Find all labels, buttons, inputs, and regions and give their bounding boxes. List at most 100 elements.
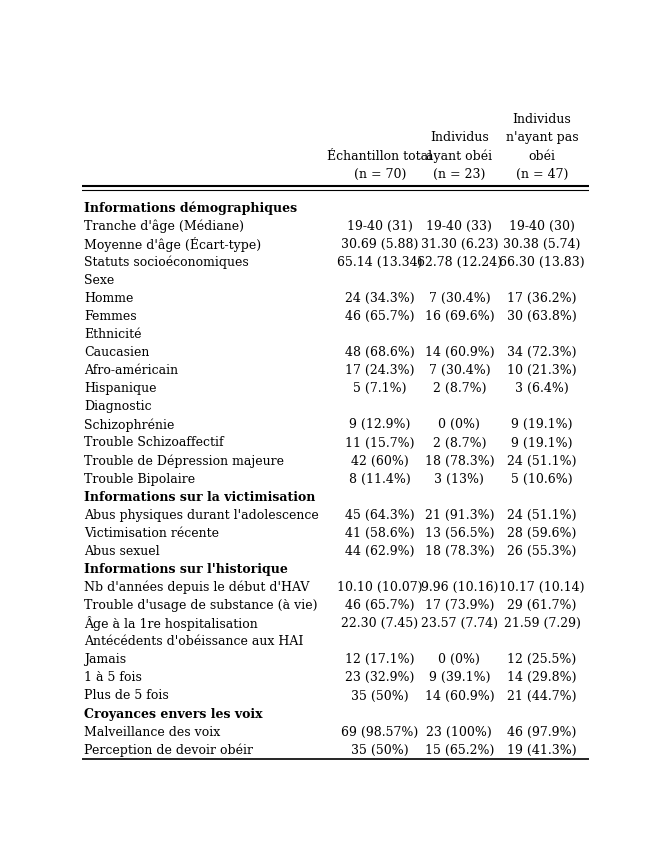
Text: Antécédents d'obéissance aux HAI: Antécédents d'obéissance aux HAI [84,636,303,649]
Text: Afro-américain: Afro-américain [84,364,179,377]
Text: 30.69 (5.88): 30.69 (5.88) [341,238,419,251]
Text: Croyances envers les voix: Croyances envers les voix [84,708,263,721]
Text: Informations sur l'historique: Informations sur l'historique [84,563,288,576]
Text: Malveillance des voix: Malveillance des voix [84,726,220,739]
Text: 1 à 5 fois: 1 à 5 fois [84,672,142,685]
Text: 21 (44.7%): 21 (44.7%) [508,690,577,703]
Text: 15 (65.2%): 15 (65.2%) [424,744,494,757]
Text: obéi: obéi [528,149,555,162]
Text: 23 (32.9%): 23 (32.9%) [345,672,415,685]
Text: 42 (60%): 42 (60%) [351,454,409,467]
Text: 22.30 (7.45): 22.30 (7.45) [341,617,419,631]
Text: Trouble Bipolaire: Trouble Bipolaire [84,472,196,485]
Text: 35 (50%): 35 (50%) [351,690,409,703]
Text: 5 (10.6%): 5 (10.6%) [511,472,573,485]
Text: 0 (0%): 0 (0%) [438,654,480,667]
Text: (n = 23): (n = 23) [433,168,485,181]
Text: 48 (68.6%): 48 (68.6%) [345,346,415,359]
Text: 16 (69.6%): 16 (69.6%) [424,310,494,323]
Text: Diagnostic: Diagnostic [84,400,152,413]
Text: 19-40 (30): 19-40 (30) [509,220,575,233]
Text: Hispanique: Hispanique [84,382,157,395]
Text: 69 (98.57%): 69 (98.57%) [341,726,419,739]
Text: Abus sexuel: Abus sexuel [84,545,160,557]
Text: Trouble de Dépression majeure: Trouble de Dépression majeure [84,454,284,468]
Text: 26 (55.3%): 26 (55.3%) [508,545,577,557]
Text: 9 (19.1%): 9 (19.1%) [511,436,573,449]
Text: 14 (29.8%): 14 (29.8%) [508,672,577,685]
Text: 24 (51.1%): 24 (51.1%) [508,509,577,521]
Text: 23 (100%): 23 (100%) [426,726,492,739]
Text: 19-40 (33): 19-40 (33) [426,220,492,233]
Text: Homme: Homme [84,292,133,305]
Text: 9 (19.1%): 9 (19.1%) [511,418,573,431]
Text: 66.30 (13.83): 66.30 (13.83) [499,256,585,269]
Text: 62.78 (12.24): 62.78 (12.24) [417,256,502,269]
Text: 23.57 (7.74): 23.57 (7.74) [421,617,498,631]
Text: 2 (8.7%): 2 (8.7%) [432,382,486,395]
Text: Femmes: Femmes [84,310,137,323]
Text: 24 (51.1%): 24 (51.1%) [508,454,577,467]
Text: 10.17 (10.14): 10.17 (10.14) [499,581,585,594]
Text: 46 (65.7%): 46 (65.7%) [345,310,415,323]
Text: ayant obéi: ayant obéi [426,149,492,162]
Text: Statuts socioéconomiques: Statuts socioéconomiques [84,255,249,269]
Text: 18 (78.3%): 18 (78.3%) [424,454,494,467]
Text: 65.14 (13.34): 65.14 (13.34) [337,256,422,269]
Text: 30 (63.8%): 30 (63.8%) [507,310,577,323]
Text: 9 (12.9%): 9 (12.9%) [349,418,411,431]
Text: Perception de devoir obéir: Perception de devoir obéir [84,743,253,757]
Text: 31.30 (6.23): 31.30 (6.23) [421,238,498,251]
Text: 9 (39.1%): 9 (39.1%) [428,672,490,685]
Text: 18 (78.3%): 18 (78.3%) [424,545,494,557]
Text: 46 (65.7%): 46 (65.7%) [345,599,415,612]
Text: 24 (34.3%): 24 (34.3%) [345,292,415,305]
Text: Nb d'années depuis le début d'HAV: Nb d'années depuis le début d'HAV [84,581,309,594]
Text: 12 (25.5%): 12 (25.5%) [508,654,577,667]
Text: Échantillon total: Échantillon total [327,149,432,162]
Text: 30.38 (5.74): 30.38 (5.74) [504,238,581,251]
Text: 44 (62.9%): 44 (62.9%) [345,545,415,557]
Text: Informations sur la victimisation: Informations sur la victimisation [84,490,316,503]
Text: 12 (17.1%): 12 (17.1%) [345,654,415,667]
Text: Jamais: Jamais [84,654,126,667]
Text: 7 (30.4%): 7 (30.4%) [428,364,490,377]
Text: (n = 70): (n = 70) [354,168,406,181]
Text: 13 (56.5%): 13 (56.5%) [424,527,494,539]
Text: 35 (50%): 35 (50%) [351,744,409,757]
Text: Tranche d'âge (Médiane): Tranche d'âge (Médiane) [84,219,245,233]
Text: 41 (58.6%): 41 (58.6%) [345,527,415,539]
Text: 11 (15.7%): 11 (15.7%) [345,436,415,449]
Text: Victimisation récente: Victimisation récente [84,527,219,539]
Text: 29 (61.7%): 29 (61.7%) [508,599,577,612]
Text: 8 (11.4%): 8 (11.4%) [349,472,411,485]
Text: Abus physiques durant l'adolescence: Abus physiques durant l'adolescence [84,509,319,521]
Text: 10 (21.3%): 10 (21.3%) [507,364,577,377]
Text: Informations démographiques: Informations démographiques [84,201,298,215]
Text: 21 (91.3%): 21 (91.3%) [424,509,494,521]
Text: 10.10 (10.07): 10.10 (10.07) [337,581,422,594]
Text: 28 (59.6%): 28 (59.6%) [508,527,577,539]
Text: 19 (41.3%): 19 (41.3%) [507,744,577,757]
Text: 5 (7.1%): 5 (7.1%) [353,382,407,395]
Text: Moyenne d'âge (Écart-type): Moyenne d'âge (Écart-type) [84,237,262,252]
Text: Caucasien: Caucasien [84,346,150,359]
Text: Plus de 5 fois: Plus de 5 fois [84,690,169,703]
Text: 7 (30.4%): 7 (30.4%) [428,292,490,305]
Text: 3 (6.4%): 3 (6.4%) [515,382,569,395]
Text: 17 (24.3%): 17 (24.3%) [345,364,415,377]
Text: 34 (72.3%): 34 (72.3%) [508,346,577,359]
Text: 14 (60.9%): 14 (60.9%) [424,690,494,703]
Text: 14 (60.9%): 14 (60.9%) [424,346,494,359]
Text: 9.96 (10.16): 9.96 (10.16) [421,581,498,594]
Text: 3 (13%): 3 (13%) [434,472,485,485]
Text: Individus: Individus [430,131,489,144]
Text: 19-40 (31): 19-40 (31) [347,220,413,233]
Text: Sexe: Sexe [84,274,114,287]
Text: Individus: Individus [513,113,572,125]
Text: Âge à la 1re hospitalisation: Âge à la 1re hospitalisation [84,616,258,631]
Text: (n = 47): (n = 47) [516,168,568,181]
Text: 17 (73.9%): 17 (73.9%) [424,599,494,612]
Text: 21.59 (7.29): 21.59 (7.29) [504,617,580,631]
Text: 46 (97.9%): 46 (97.9%) [508,726,577,739]
